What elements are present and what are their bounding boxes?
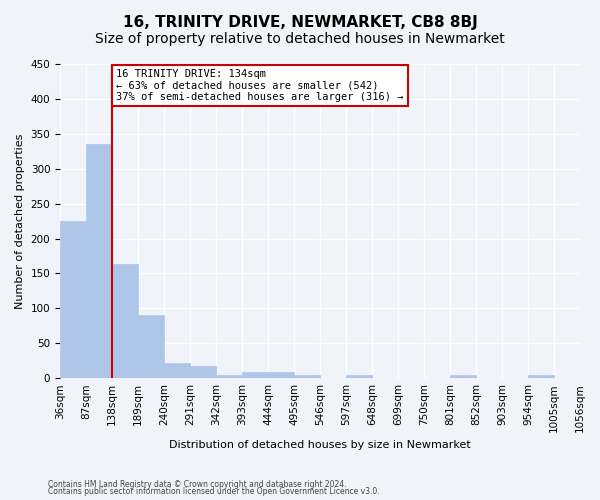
Bar <box>164 363 190 378</box>
Text: Contains public sector information licensed under the Open Government Licence v3: Contains public sector information licen… <box>48 487 380 496</box>
Bar <box>450 374 476 378</box>
Bar <box>112 264 138 378</box>
Bar <box>138 316 164 378</box>
Text: Size of property relative to detached houses in Newmarket: Size of property relative to detached ho… <box>95 32 505 46</box>
Bar <box>528 374 554 378</box>
Bar <box>216 374 242 378</box>
Bar <box>268 372 294 378</box>
X-axis label: Distribution of detached houses by size in Newmarket: Distribution of detached houses by size … <box>169 440 471 450</box>
Bar <box>60 221 86 378</box>
Bar <box>86 144 112 378</box>
Y-axis label: Number of detached properties: Number of detached properties <box>15 134 25 309</box>
Bar <box>294 374 320 378</box>
Text: 16 TRINITY DRIVE: 134sqm
← 63% of detached houses are smaller (542)
37% of semi-: 16 TRINITY DRIVE: 134sqm ← 63% of detach… <box>116 69 403 102</box>
Bar <box>190 366 216 378</box>
Bar <box>346 374 372 378</box>
Text: Contains HM Land Registry data © Crown copyright and database right 2024.: Contains HM Land Registry data © Crown c… <box>48 480 347 489</box>
Bar <box>242 372 268 378</box>
Text: 16, TRINITY DRIVE, NEWMARKET, CB8 8BJ: 16, TRINITY DRIVE, NEWMARKET, CB8 8BJ <box>122 15 478 30</box>
